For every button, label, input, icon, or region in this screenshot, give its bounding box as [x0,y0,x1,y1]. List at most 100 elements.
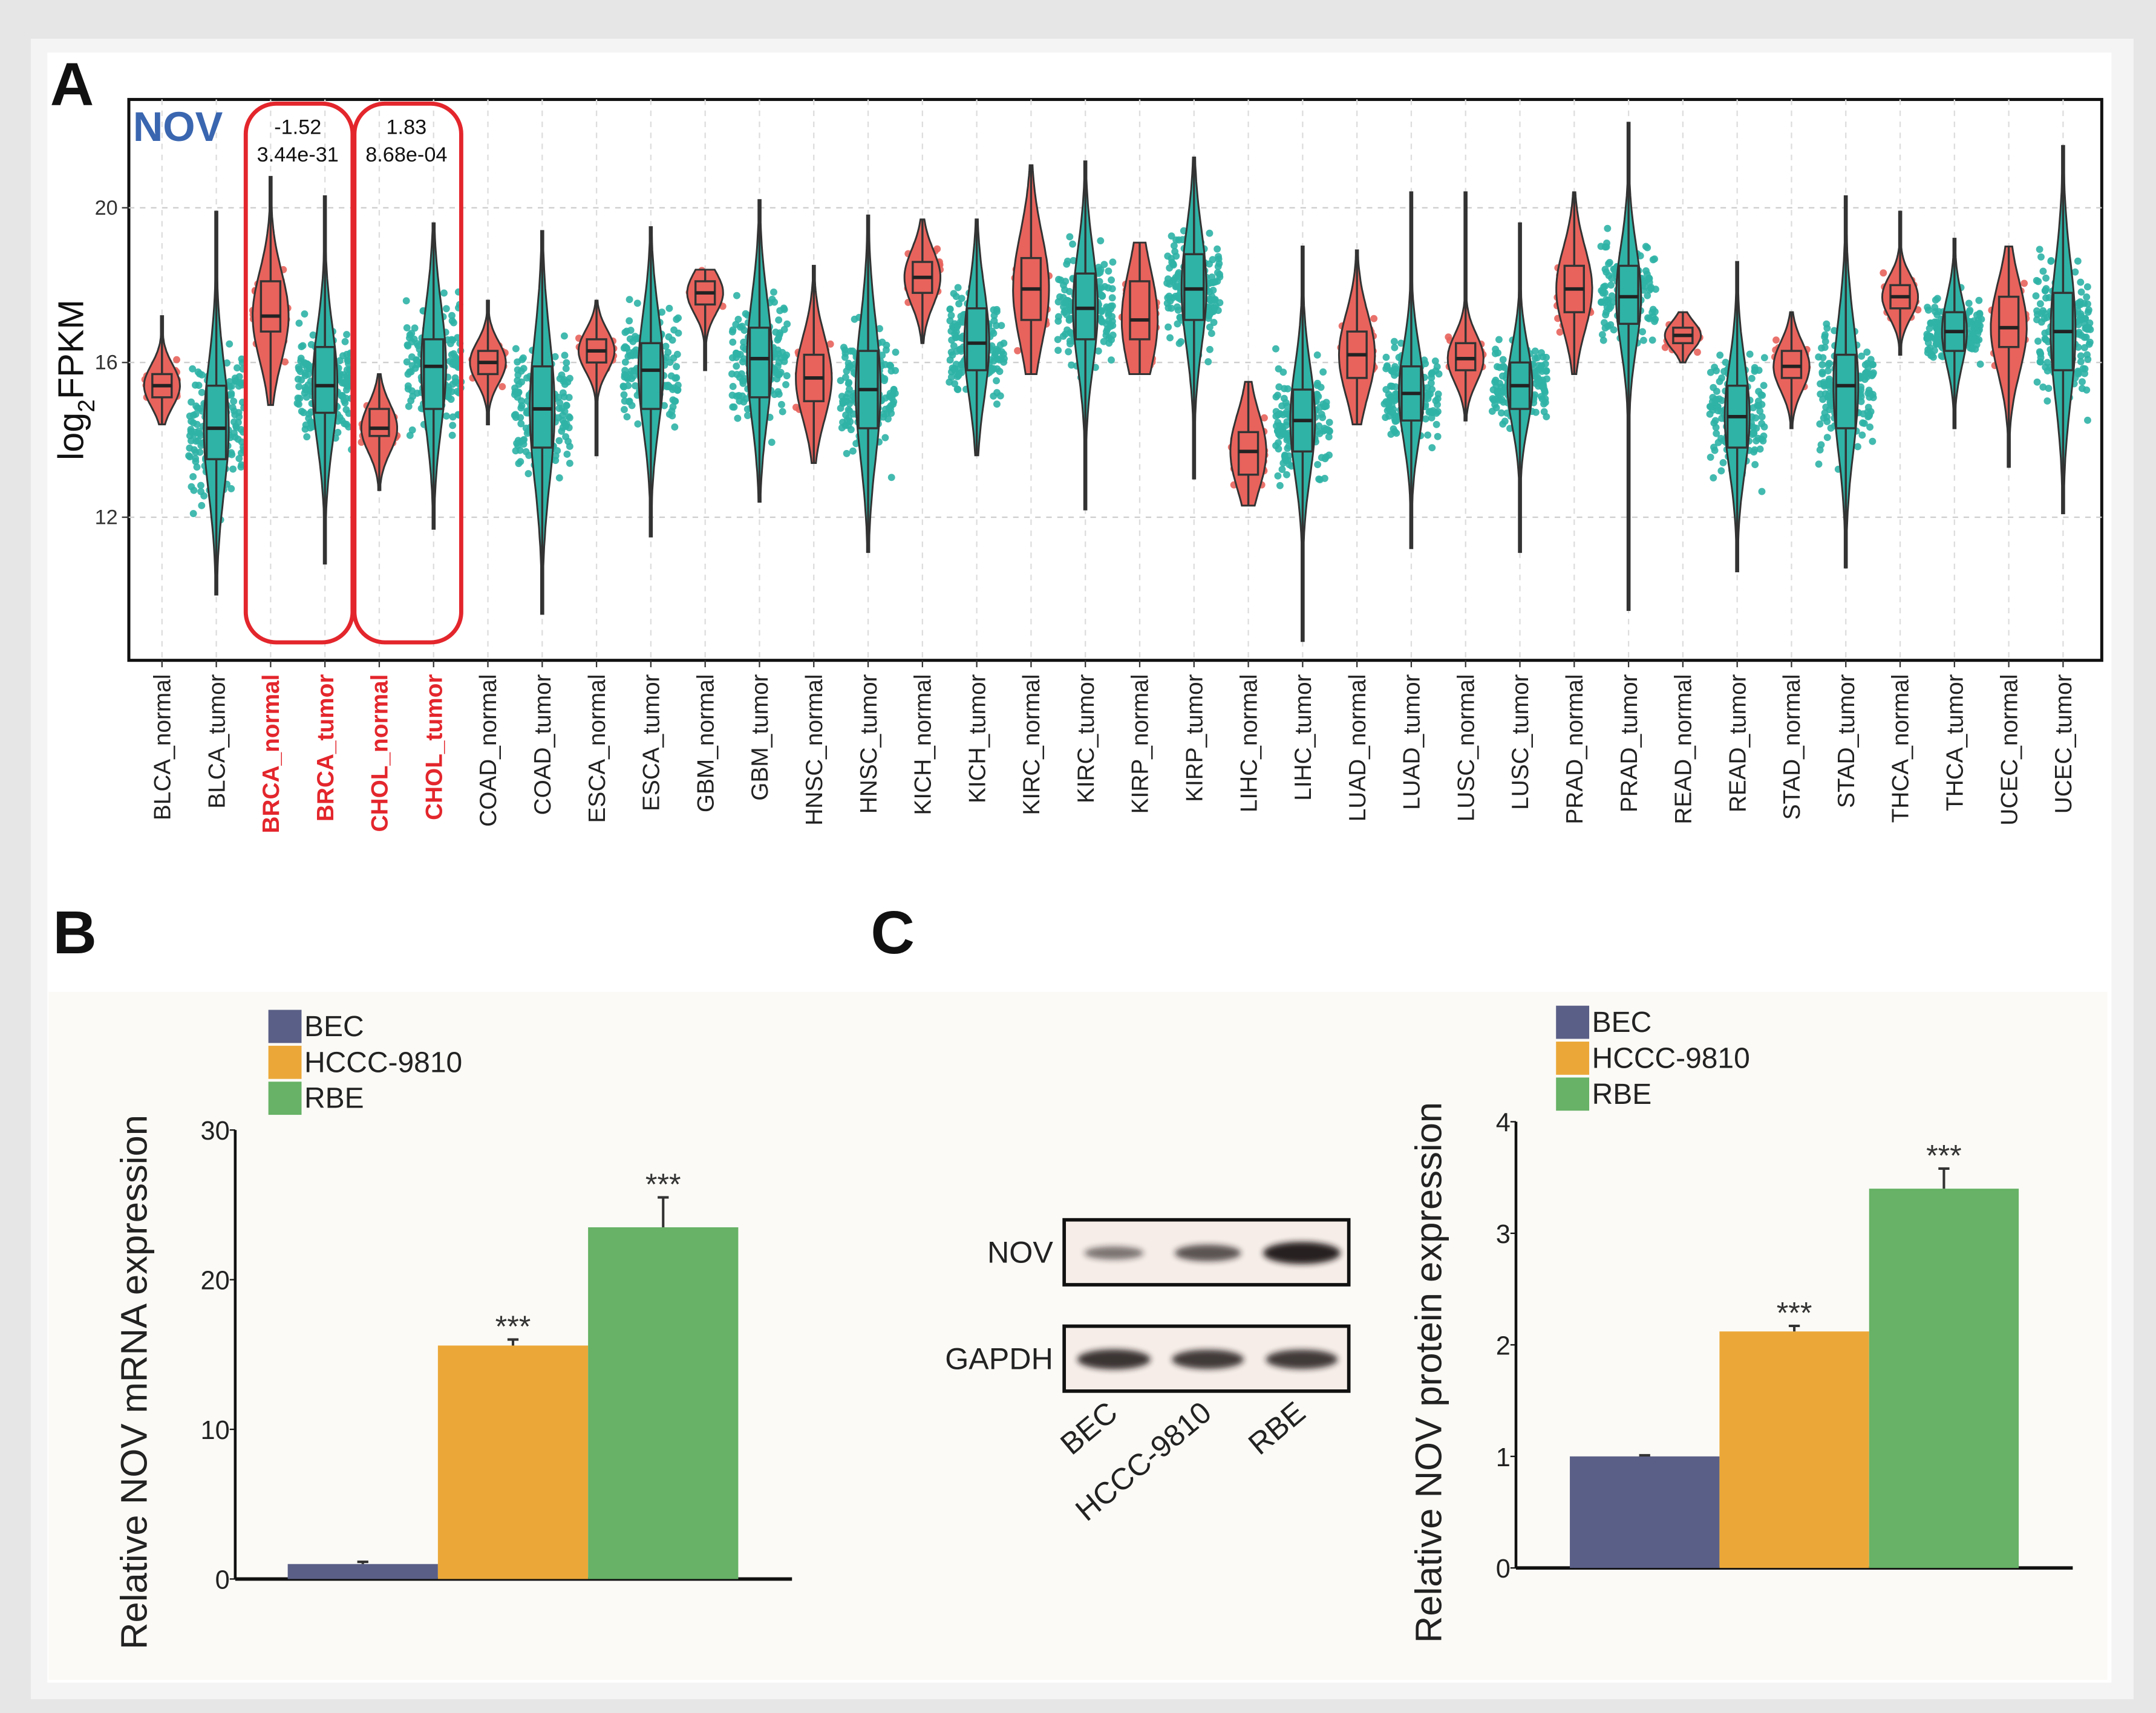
data-point [1541,399,1549,406]
data-point [623,413,631,421]
data-point [1717,435,1725,442]
data-point [1858,431,1866,439]
x-tick-label: CHOL_normal [367,674,393,832]
data-point [1166,334,1174,342]
data-point [2045,385,2053,393]
bar-bec [287,1564,438,1579]
data-point [448,431,456,439]
x-tick-label: KIRP_normal [1128,674,1154,814]
data-point [451,378,459,386]
data-point [1651,255,1658,263]
data-point [307,418,315,426]
legend-label: BEC [304,1011,364,1043]
data-point [1821,331,1829,339]
data-point [1318,411,1325,418]
box [423,338,445,410]
data-point [1435,370,1443,378]
x-tick-label: HNSC_normal [802,674,828,826]
data-point [1540,382,1547,390]
x-tick-label: PRAD_normal [1562,674,1588,824]
x-tick-label: UCEC_tumor [2051,674,2077,814]
bar-rbe [588,1227,739,1579]
data-point [1434,432,1442,440]
data-point [733,349,740,357]
violin-group-KICH_tumor [946,218,1008,457]
data-point [729,383,737,390]
data-point [1322,402,1330,410]
blot-band [1084,1246,1144,1260]
data-point [730,403,738,411]
data-point [566,459,573,467]
data-point [1063,260,1071,268]
data-point [189,473,197,481]
x-tick-label: GBM_normal [693,674,719,813]
data-point [405,402,413,410]
data-point [1491,401,1499,409]
data-point [1489,395,1497,402]
data-point [1531,347,1539,355]
data-point [1825,359,1833,367]
data-point [1206,229,1214,237]
data-point [1539,353,1547,361]
data-point [517,404,525,412]
significance-label: *** [495,1310,531,1343]
data-point [2077,352,2085,360]
data-point [1753,437,1760,445]
data-point [2036,358,2044,366]
data-point [845,379,853,387]
data-point [1756,407,1764,415]
data-point [1535,376,1543,383]
data-point [1710,383,1717,391]
data-point [2077,288,2085,296]
data-point [1214,277,1221,285]
violins [141,122,2094,642]
legend-swatch [268,1010,302,1043]
data-point [1061,286,1069,294]
data-point [2074,370,2082,378]
violin-group-THCA_tumor [1923,238,1985,429]
data-point [1716,377,1723,385]
data-point [407,397,415,405]
box [531,365,554,449]
x-tick-label: KICH_tumor [964,674,990,803]
legend-label: RBE [1592,1078,1652,1111]
data-point [1209,286,1217,294]
data-point [1000,358,1007,366]
data-point [1492,382,1500,390]
data-point [498,383,506,391]
pvalue-label: 8.68e-04 [365,143,447,166]
data-point [198,371,206,379]
data-point [851,315,858,323]
data-point [1599,289,1607,297]
data-point [673,363,681,370]
data-point [1492,345,1500,353]
data-point [1276,410,1284,417]
data-point [1601,266,1609,273]
data-point [1610,326,1618,334]
data-point [733,292,740,299]
data-point [662,342,670,350]
data-point [1601,282,1609,290]
data-point [188,483,195,491]
data-point [1424,431,1432,439]
data-point [191,446,198,454]
data-point [1105,334,1113,342]
data-point [1538,362,1546,370]
data-point [993,377,1001,385]
data-point [1639,336,1647,344]
data-point [1070,256,1077,264]
blot-row-label: GAPDH [945,1342,1053,1375]
data-point [1097,237,1105,244]
data-point [1821,338,1829,345]
data-point [2033,378,2041,386]
violin-group-KIRC_normal [1011,164,1053,375]
panel-label-a: A [50,51,94,119]
y-label-sub: 2 [74,399,100,413]
data-point [1759,391,1766,399]
data-point [1099,292,1106,300]
data-point [517,420,525,428]
data-point [1108,356,1115,364]
data-point [1500,364,1508,371]
data-point [303,433,311,441]
x-tick-label: BRCA_normal [258,674,284,834]
